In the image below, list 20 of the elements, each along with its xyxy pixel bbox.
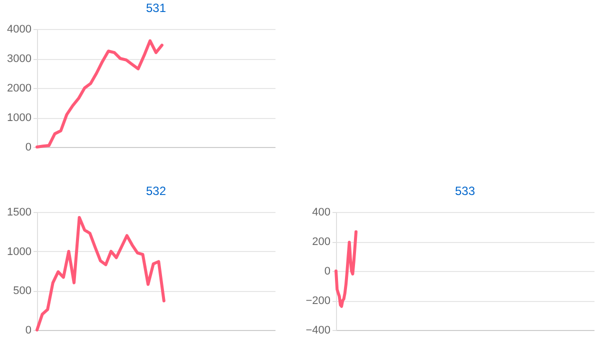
y-tick-label: 4000 [7, 24, 32, 36]
y-tick-label: 500 [13, 285, 32, 298]
y-tick-label: −200 [306, 295, 330, 307]
chart-title: 533 [454, 184, 476, 198]
y-tick-label: 1000 [7, 246, 32, 258]
y-tick-label: 400 [312, 206, 330, 218]
line-series [36, 216, 166, 332]
y-tick-label: 0 [324, 266, 330, 278]
chart-title: 531 [146, 1, 166, 15]
y-tick-label: 2000 [7, 82, 32, 94]
y-tick-label: 3000 [7, 53, 32, 65]
y-tick-label: 0 [25, 324, 32, 336]
y-tick-label: 200 [312, 236, 330, 248]
y-tick-label: 1500 [7, 206, 32, 218]
chart-title: 532 [146, 184, 166, 198]
y-tick-label: 0 [25, 142, 32, 154]
line-series [36, 39, 164, 148]
y-tick-label: −400 [306, 324, 330, 336]
line-series [334, 230, 358, 308]
y-tick-label: 1000 [7, 112, 32, 124]
